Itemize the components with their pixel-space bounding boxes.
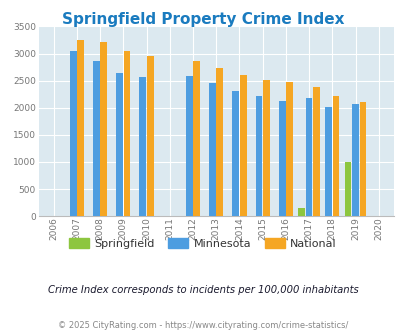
Bar <box>344 162 351 216</box>
Bar <box>193 61 200 216</box>
Bar <box>312 87 319 216</box>
Bar <box>77 40 84 216</box>
Bar <box>262 80 269 216</box>
Bar <box>139 77 146 216</box>
Bar <box>324 108 331 216</box>
Bar <box>100 42 107 216</box>
Bar <box>209 83 215 216</box>
Bar <box>298 208 304 216</box>
Legend: Springfield, Minnesota, National: Springfield, Minnesota, National <box>64 234 341 253</box>
Bar <box>216 68 223 216</box>
Bar <box>278 101 285 216</box>
Bar <box>332 96 339 216</box>
Bar <box>255 95 262 216</box>
Bar <box>70 51 77 216</box>
Text: Crime Index corresponds to incidents per 100,000 inhabitants: Crime Index corresponds to incidents per… <box>47 285 358 295</box>
Bar <box>286 82 292 216</box>
Bar <box>93 61 100 216</box>
Bar <box>359 102 365 216</box>
Text: © 2025 CityRating.com - https://www.cityrating.com/crime-statistics/: © 2025 CityRating.com - https://www.city… <box>58 321 347 330</box>
Bar <box>116 73 123 216</box>
Bar <box>305 98 312 216</box>
Bar <box>232 91 239 216</box>
Bar <box>123 51 130 216</box>
Text: Springfield Property Crime Index: Springfield Property Crime Index <box>62 12 343 26</box>
Bar <box>239 75 246 216</box>
Bar <box>147 56 153 216</box>
Bar <box>351 105 358 216</box>
Bar <box>185 76 192 216</box>
